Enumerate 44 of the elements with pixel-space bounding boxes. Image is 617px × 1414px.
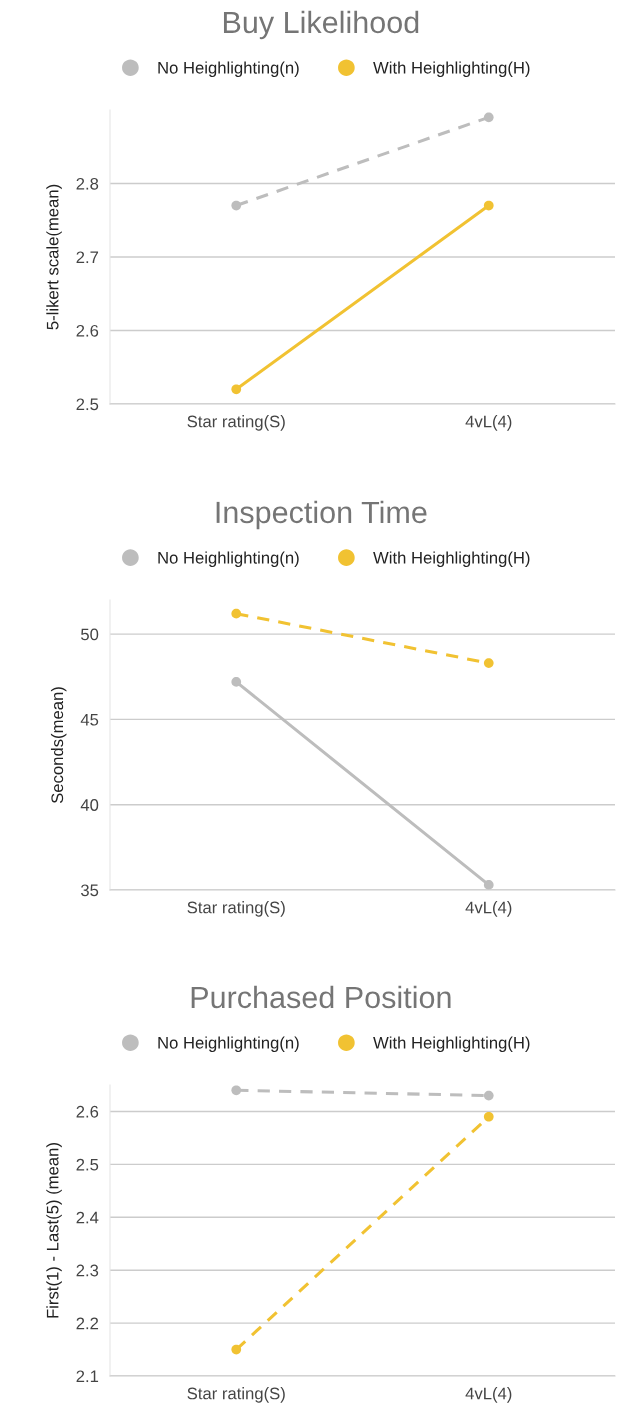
legend-label: No Heighlighting(n) <box>158 551 299 567</box>
point <box>483 200 494 211</box>
y-tick-label: 2.2 <box>76 1317 99 1330</box>
y-tick-label: 2.1 <box>76 1370 99 1383</box>
chart-title: Purchased Position <box>191 985 451 1009</box>
point <box>483 112 494 123</box>
y-tick-label: 2.3 <box>76 1264 99 1277</box>
y-tick-label: 45 <box>80 713 99 726</box>
point <box>483 880 494 890</box>
legend-label: With Heighlighting(H) <box>373 1036 530 1052</box>
point <box>483 1090 494 1101</box>
point <box>231 1085 242 1096</box>
y-tick-label: 40 <box>80 799 99 811</box>
point <box>231 677 242 687</box>
y-tick-label: 50 <box>81 628 99 641</box>
legend-label: With Heighlighting(H) <box>373 61 530 77</box>
point <box>231 384 242 395</box>
x-tick-label: 4vL(4) <box>465 901 512 917</box>
y-tick-label: 2.5 <box>76 398 99 411</box>
y-tick-label: 2.6 <box>76 1105 99 1118</box>
x-tick-label: 4vL(4) <box>465 415 512 431</box>
legend-label: With Heighlighting(H) <box>373 551 530 567</box>
point <box>231 200 242 211</box>
point <box>231 1344 242 1355</box>
y-tick-label: 2.5 <box>76 1158 99 1171</box>
y-axis-title: Seconds(mean) <box>50 687 67 804</box>
x-tick-label: 4vL(4) <box>465 1387 512 1403</box>
y-tick-label: 2.6 <box>76 324 99 337</box>
x-tick-label: Star rating(S) <box>187 415 285 431</box>
y-axis-title: First(1) - Last(5) (mean) <box>46 1143 62 1318</box>
point <box>483 658 494 668</box>
chart-title: Buy Likelihood <box>223 10 419 40</box>
x-tick-label: Star rating(S) <box>187 901 285 917</box>
y-axis-title: 5-likert scale(mean) <box>46 184 62 330</box>
chart-title: Inspection Time <box>216 500 427 530</box>
y-tick-label: 2.7 <box>76 251 99 264</box>
y-tick-label: 2.4 <box>76 1211 99 1224</box>
y-tick-label: 2.8 <box>76 177 99 190</box>
x-tick-label: Star rating(S) <box>187 1387 285 1403</box>
legend-label: No Heighlighting(n) <box>158 61 299 77</box>
point <box>231 608 242 619</box>
point <box>483 1111 494 1122</box>
y-tick-label: 35 <box>80 884 99 897</box>
legend-label: No Heighlighting(n) <box>158 1036 299 1052</box>
